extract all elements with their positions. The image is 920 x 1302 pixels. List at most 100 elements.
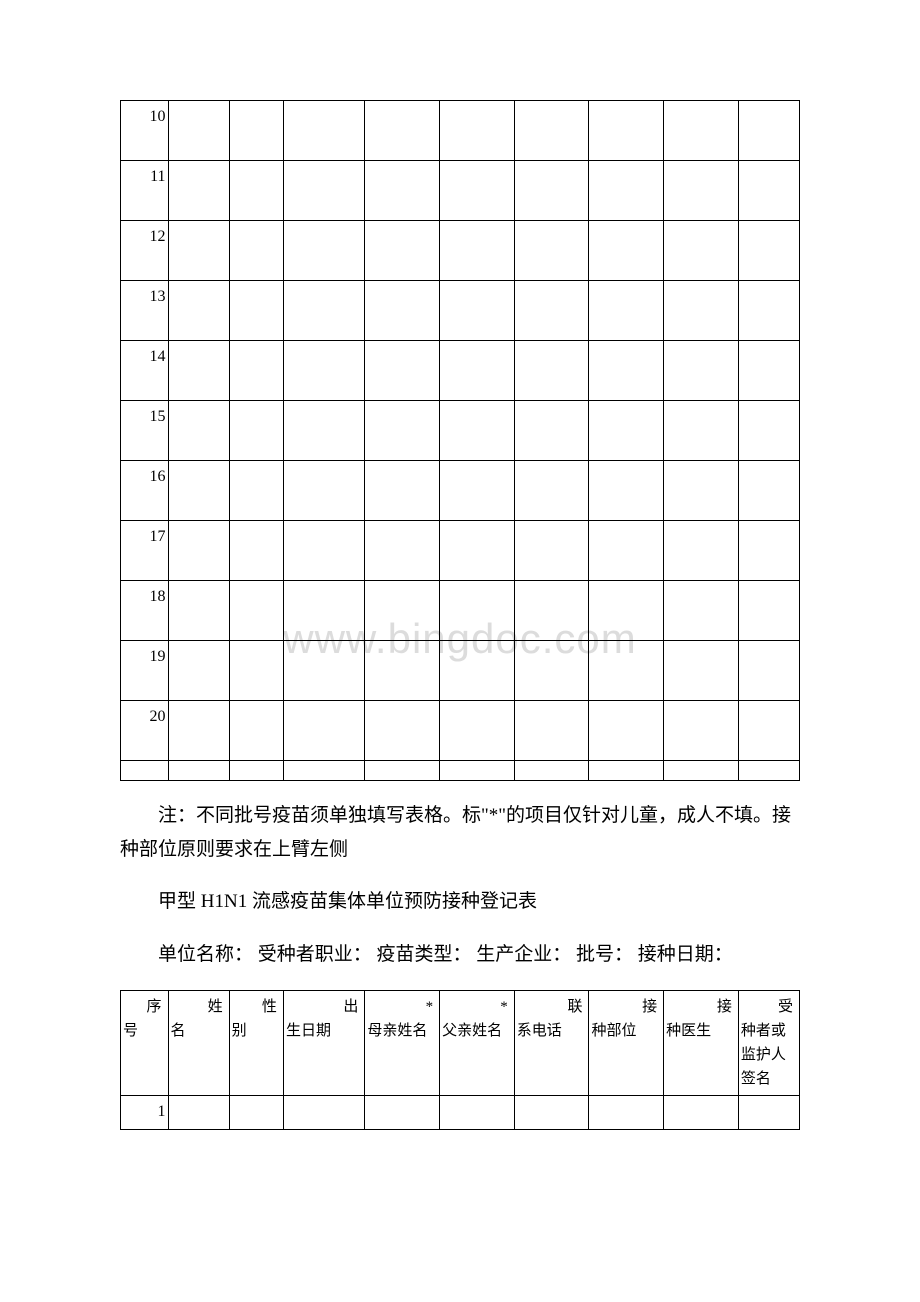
col-header-seq: 序 号 [121,990,169,1095]
col-header-gender: 性 别 [229,990,283,1095]
cell [514,641,589,701]
cell [365,461,440,521]
cell [738,281,799,341]
cell [514,461,589,521]
cell [440,101,515,161]
cell [283,521,364,581]
cell [440,761,515,781]
cell [589,1095,664,1129]
cell [589,221,664,281]
seq-cell: 11 [121,161,169,221]
cell [168,761,229,781]
cell [168,701,229,761]
cell [283,341,364,401]
cell [365,101,440,161]
cell [283,761,364,781]
cell [168,1095,229,1129]
cell [664,221,739,281]
cell [168,101,229,161]
cell [664,1095,739,1129]
seq-cell: 12 [121,221,169,281]
cell [168,161,229,221]
cell [168,581,229,641]
col-header-father: * 父亲姓名 [440,990,515,1095]
cell [664,641,739,701]
cell [168,521,229,581]
seq-cell: 17 [121,521,169,581]
cell [229,281,283,341]
seq-cell: 18 [121,581,169,641]
cell [365,281,440,341]
cell [664,281,739,341]
cell [738,461,799,521]
cell [283,101,364,161]
cell [514,581,589,641]
col-header-phone: 联 系电话 [514,990,589,1095]
cell [365,341,440,401]
cell [440,401,515,461]
table-row: 18 [121,581,800,641]
cell [589,461,664,521]
cell [664,161,739,221]
cell [440,581,515,641]
cell [589,401,664,461]
table-header-row: 序 号 姓 名 性 别 出 生日期 * 母亲姓名 [121,990,800,1095]
cell [514,1095,589,1129]
cell [589,701,664,761]
cell [440,161,515,221]
cell [514,401,589,461]
cell [121,761,169,781]
cell [283,641,364,701]
cell [589,761,664,781]
cell [229,761,283,781]
cell [440,1095,515,1129]
cell [589,101,664,161]
cell [738,521,799,581]
cell [229,161,283,221]
table-row-empty [121,761,800,781]
cell [514,281,589,341]
cell [664,461,739,521]
cell [738,341,799,401]
cell [229,221,283,281]
cell [283,1095,364,1129]
cell [229,401,283,461]
cell [664,401,739,461]
cell [664,581,739,641]
cell [440,521,515,581]
cell [365,581,440,641]
cell [365,521,440,581]
table-row: 20 [121,701,800,761]
table-row: 13 [121,281,800,341]
cell [589,341,664,401]
cell [589,161,664,221]
col-header-name: 姓 名 [168,990,229,1095]
cell [664,701,739,761]
cell [168,341,229,401]
cell [738,701,799,761]
cell [229,641,283,701]
table-row: 14 [121,341,800,401]
seq-cell: 14 [121,341,169,401]
cell [440,221,515,281]
cell [664,521,739,581]
cell [664,101,739,161]
cell [229,521,283,581]
cell [589,521,664,581]
table-row: 1 [121,1095,800,1129]
cell [738,101,799,161]
cell [283,581,364,641]
document-page: 10 11 [0,0,920,1190]
table-row: 10 [121,101,800,161]
registration-table-new: 序 号 姓 名 性 别 出 生日期 * 母亲姓名 [120,990,800,1130]
col-header-doctor: 接 种医生 [664,990,739,1095]
cell [229,581,283,641]
col-header-site: 接 种部位 [589,990,664,1095]
cell [440,641,515,701]
seq-cell: 20 [121,701,169,761]
registration-table-continuation: 10 11 [120,100,800,781]
cell [283,701,364,761]
cell [738,581,799,641]
cell [514,521,589,581]
cell [168,461,229,521]
